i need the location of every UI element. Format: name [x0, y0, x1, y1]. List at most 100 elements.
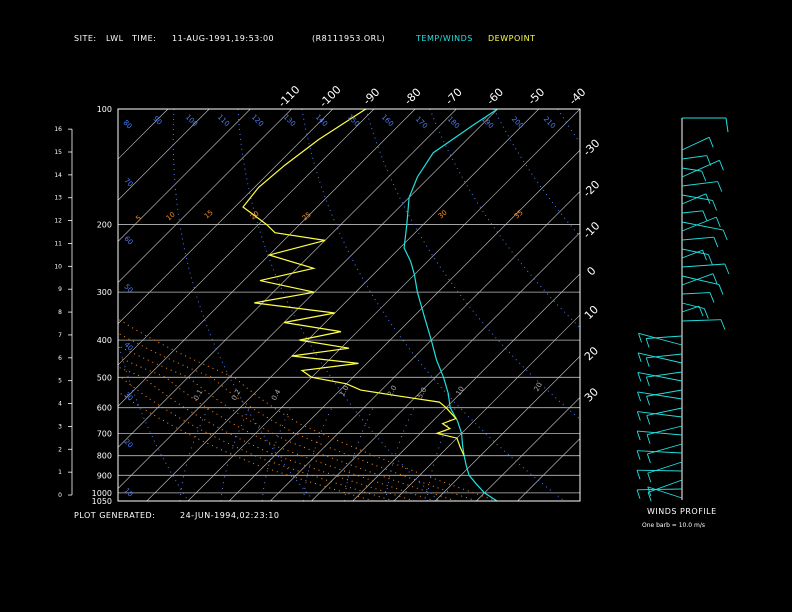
mixing-ratio-line: [220, 407, 250, 501]
wind-barb-tick: [707, 254, 713, 265]
plot-generated-value: 24-JUN-1994,02:23:10: [180, 511, 280, 520]
moist-adiabat-label: 30: [437, 209, 449, 221]
wind-barb-staff: [637, 371, 683, 382]
isotherm-line: [118, 109, 498, 490]
mixing-ratio-label: 20: [533, 381, 544, 393]
wind-barb-staff: [681, 159, 720, 178]
wind-barb-tick: [702, 249, 707, 261]
height-tick-label: 15: [54, 149, 62, 156]
wind-barb-staff: [681, 273, 714, 286]
wind-barb-tick: [718, 284, 724, 295]
moist-adiabat-line: [118, 345, 456, 501]
dry-adiabat-label: 210: [542, 115, 557, 130]
wind-barb-staff: [647, 461, 683, 474]
pressure-tick-label: 400: [97, 336, 112, 345]
wind-barb-tick: [647, 472, 652, 483]
height-tick-label: 4: [58, 401, 62, 408]
dry-adiabat-left-label: 30: [122, 391, 134, 403]
isotherm-line: [311, 232, 580, 501]
wind-barb-staff: [681, 275, 720, 285]
dry-adiabat-line: [493, 109, 580, 238]
isotherm-right-label: 20: [582, 344, 601, 363]
height-tick-label: 0: [58, 492, 62, 499]
moist-adiabat-label: 5: [134, 214, 143, 223]
time-value: 11-AUG-1991,19:53:00: [172, 34, 275, 43]
dry-adiabat-label: 90: [151, 115, 163, 127]
mixing-ratio-line: [261, 407, 291, 501]
wind-barb-staff: [681, 236, 714, 241]
mixing-ratio-label: 10: [455, 385, 466, 397]
wind-barb-tick: [636, 430, 641, 441]
isotherm-line: [228, 149, 580, 501]
height-tick-label: 10: [54, 263, 62, 270]
dry-adiabat-label: 100: [184, 113, 199, 128]
dry-adiabat-label: 130: [282, 113, 297, 128]
isotherm-line: [118, 109, 169, 160]
wind-barb-staff: [648, 479, 683, 493]
wind-barb-tick: [646, 415, 651, 425]
wind-barb-tick: [647, 492, 652, 502]
wind-barb-tick: [637, 352, 642, 363]
height-tick-label: 7: [58, 332, 62, 339]
mixing-ratio-line: [385, 407, 415, 501]
dry-adiabat-line: [172, 109, 314, 501]
mixing-ratio-label: 0.4: [270, 388, 283, 402]
wind-barb-staff: [637, 391, 683, 400]
wind-barb-tick: [646, 434, 651, 444]
moist-adiabat-label: 35: [513, 209, 525, 221]
wind-barb-tick: [637, 372, 642, 382]
isotherm-line: [393, 314, 580, 501]
dry-adiabat-left-label: 40: [122, 341, 134, 353]
dry-adiabat-label: 170: [414, 115, 429, 130]
mixing-ratio-label: 0.2: [230, 388, 242, 402]
dry-adiabat-left-label: 70: [122, 177, 134, 189]
wind-barb-staff: [681, 319, 721, 322]
height-tick-label: 2: [58, 446, 62, 453]
wind-barb-staff: [681, 167, 702, 172]
pressure-tick-label: 800: [97, 452, 112, 461]
wind-barb-tick: [703, 308, 709, 319]
isotherm-top-label: -50: [525, 86, 547, 108]
winds-profile-title: WINDS PROFILE: [647, 507, 717, 516]
plot-generated-label: PLOT GENERATED:: [74, 511, 156, 520]
wind-barb-staff: [681, 155, 707, 160]
wind-barb-staff: [681, 292, 710, 295]
wind-barb-tick: [636, 411, 641, 421]
wind-barb-staff: [646, 389, 683, 397]
isotherm-line: [434, 355, 580, 501]
wind-barb-staff: [681, 221, 724, 231]
pressure-tick-label: 200: [97, 221, 112, 230]
wind-barb-staff: [681, 136, 710, 151]
isotherm-line: [270, 190, 580, 501]
isotherm-line: [146, 109, 540, 501]
pressure-tick-label: 1000: [92, 489, 112, 498]
height-tick-label: 12: [54, 218, 62, 225]
dry-adiabat-left-label: 20: [122, 438, 134, 450]
wind-barb-staff: [646, 371, 683, 378]
wind-barb-staff: [646, 335, 683, 339]
wind-barb-tick: [720, 319, 726, 330]
pressure-tick-label: 500: [97, 373, 112, 382]
dry-adiabat-label: 200: [510, 115, 525, 130]
dry-adiabat-label: 180: [446, 115, 461, 130]
wind-barb-staff: [636, 469, 683, 472]
dry-adiabat-line: [118, 340, 189, 501]
wind-barb-tick: [719, 160, 724, 171]
wind-barb-staff: [681, 249, 703, 259]
pressure-tick-label: 900: [97, 471, 112, 480]
dry-adiabat-line: [750, 109, 792, 501]
dry-adiabat-label: 150: [346, 113, 361, 128]
height-tick-label: 13: [54, 195, 62, 202]
wind-barb-staff: [681, 210, 703, 214]
wind-barb-tick: [645, 376, 650, 387]
wind-barb-tick: [638, 333, 642, 343]
wind-barb-tick: [713, 237, 719, 248]
wind-barb-staff: [638, 332, 683, 346]
pressure-tick-label: 100: [97, 105, 112, 114]
moist-adiabat-line: [118, 356, 436, 501]
moist-adiabat-label: 15: [203, 209, 215, 221]
wind-scale-note: One barb = 10.0 m/s: [642, 522, 705, 529]
height-tick-label: 11: [54, 240, 62, 247]
mixing-ratio-label: 0.1: [192, 388, 204, 402]
mixing-ratio-line: [426, 407, 456, 501]
